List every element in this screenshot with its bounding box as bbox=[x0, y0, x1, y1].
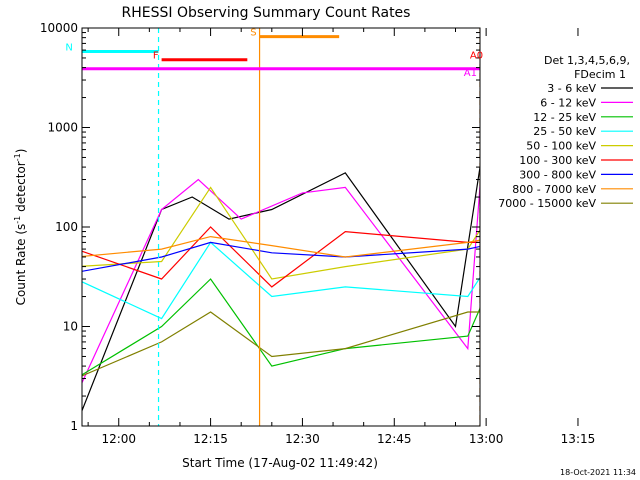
legend-label: 3 - 6 keV bbox=[547, 82, 596, 95]
flag-label: A0 bbox=[470, 51, 483, 62]
legend-header-line2: FDecim 1 bbox=[574, 68, 626, 81]
flag-label: A1 bbox=[464, 68, 477, 79]
series-line-5 bbox=[82, 226, 480, 288]
legend-label: 800 - 7000 keV bbox=[512, 183, 596, 196]
y-tick-label: 10000 bbox=[40, 21, 78, 35]
flag-label: S bbox=[250, 28, 256, 39]
series-line-8 bbox=[82, 311, 480, 377]
y-tick-label: 10 bbox=[63, 320, 78, 334]
series-line-1 bbox=[82, 177, 480, 385]
series-line-3 bbox=[82, 241, 480, 320]
x-tick-label: 13:15 bbox=[561, 432, 596, 446]
legend-label: 50 - 100 keV bbox=[526, 140, 596, 153]
legend-label: 25 - 50 keV bbox=[533, 125, 596, 138]
x-axis-label: Start Time (17-Aug-02 11:49:42) bbox=[182, 456, 378, 470]
x-axis: 12:00 12:15 12:30 12:45 13:00 13:15 bbox=[87, 28, 596, 446]
legend-label: 7000 - 15000 keV bbox=[498, 197, 596, 210]
legend-header-line1: Det 1,3,4,5,6,9, bbox=[544, 54, 630, 67]
x-tick-label: 12:00 bbox=[101, 432, 136, 446]
x-tick-label: 12:15 bbox=[193, 432, 228, 446]
plot-frame bbox=[81, 27, 481, 427]
y-tick-label: 100 bbox=[55, 220, 78, 234]
legend-label: 100 - 300 keV bbox=[519, 154, 596, 167]
series-line-4 bbox=[82, 186, 480, 280]
series-line-2 bbox=[82, 278, 480, 376]
series-line-7 bbox=[82, 235, 480, 258]
y-tick-label: 1 bbox=[70, 419, 78, 433]
flag-label: N bbox=[65, 43, 72, 54]
footer-timestamp: 18-Oct-2021 11:34 bbox=[560, 468, 636, 477]
x-tick-label: 12:45 bbox=[377, 432, 412, 446]
series-line-6 bbox=[82, 241, 480, 272]
flag-label: F bbox=[153, 51, 159, 62]
y-tick-label: 1000 bbox=[47, 121, 78, 135]
legend-label: 300 - 800 keV bbox=[519, 168, 596, 181]
plot-area bbox=[82, 28, 480, 426]
x-tick-label: 12:30 bbox=[285, 432, 320, 446]
y-axis-label: Count Rate (s-1 detector-1) bbox=[13, 149, 28, 306]
chart-title: RHESSI Observing Summary Count Rates bbox=[122, 5, 411, 21]
series-line-0 bbox=[82, 163, 480, 413]
legend-label: 6 - 12 keV bbox=[540, 96, 596, 109]
y-axis: 1 10 100 1000 10000 bbox=[40, 21, 480, 433]
legend-label: 12 - 25 keV bbox=[533, 111, 596, 124]
x-tick-label: 13:00 bbox=[469, 432, 504, 446]
